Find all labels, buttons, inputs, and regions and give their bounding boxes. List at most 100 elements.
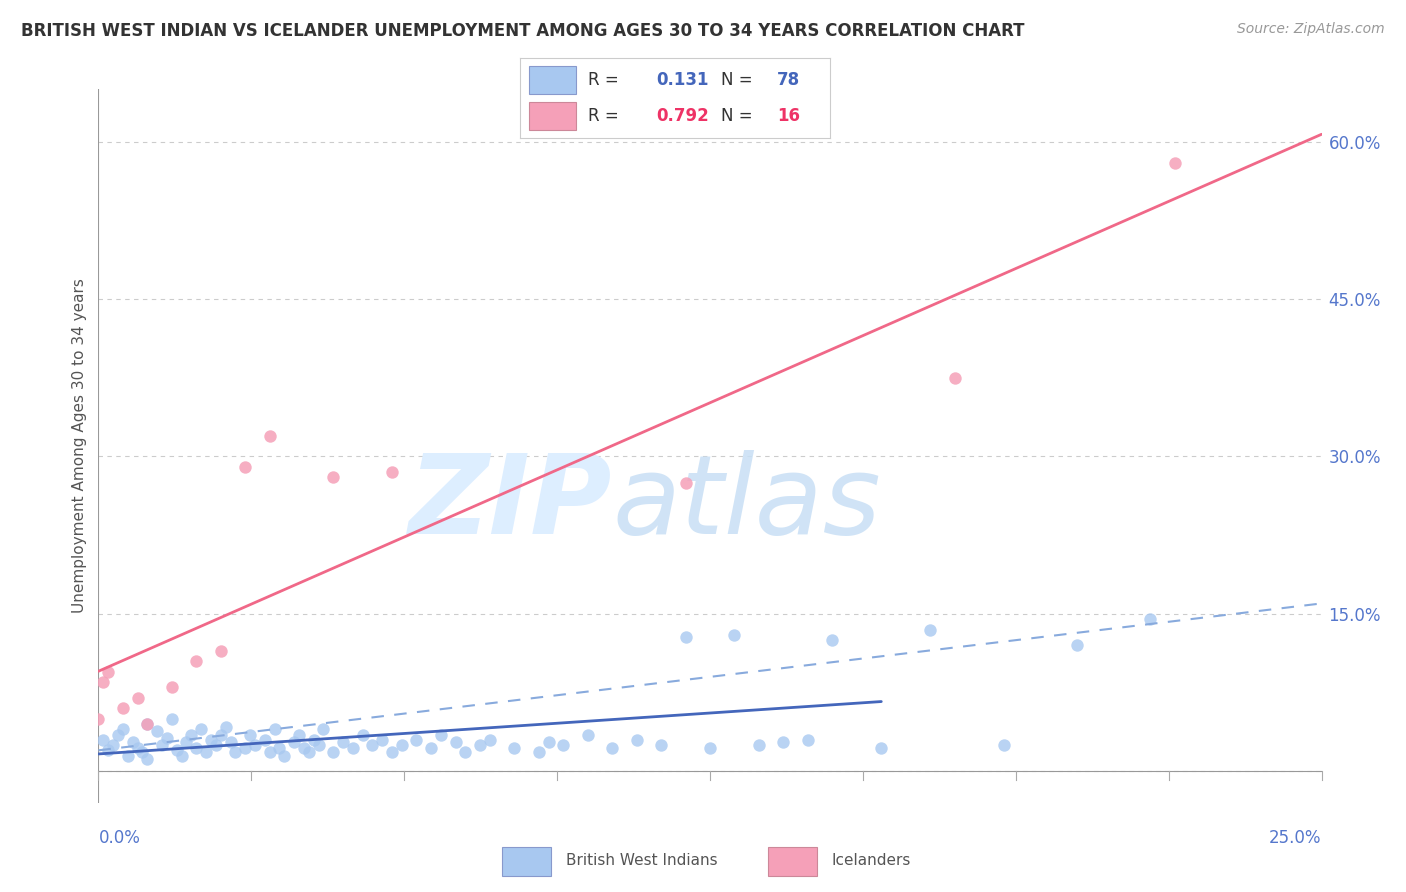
Point xyxy=(381,746,404,760)
Text: 0.0%: 0.0% xyxy=(98,829,141,847)
Point xyxy=(553,738,575,752)
Point xyxy=(233,460,256,475)
Point xyxy=(527,746,550,760)
Point xyxy=(117,748,139,763)
Point xyxy=(391,738,413,752)
Point xyxy=(136,717,159,731)
Text: BRITISH WEST INDIAN VS ICELANDER UNEMPLOYMENT AMONG AGES 30 TO 34 YEARS CORRELAT: BRITISH WEST INDIAN VS ICELANDER UNEMPLO… xyxy=(21,22,1025,40)
Point xyxy=(342,741,364,756)
Point xyxy=(160,712,183,726)
Point xyxy=(209,728,232,742)
Text: 16: 16 xyxy=(778,107,800,125)
Text: British West Indians: British West Indians xyxy=(565,854,717,868)
Point xyxy=(308,738,330,752)
Point xyxy=(97,743,120,757)
Point xyxy=(195,746,218,760)
Point xyxy=(352,728,374,742)
Point xyxy=(166,743,188,757)
Point xyxy=(136,717,159,731)
Point xyxy=(650,738,672,752)
Point xyxy=(503,741,526,756)
FancyBboxPatch shape xyxy=(530,66,576,95)
Point xyxy=(214,720,236,734)
Point xyxy=(200,732,222,747)
Point xyxy=(87,712,110,726)
Text: N =: N = xyxy=(721,107,758,125)
Point xyxy=(361,738,384,752)
Point xyxy=(772,735,794,749)
Text: ZIP: ZIP xyxy=(409,450,612,557)
Point xyxy=(600,741,623,756)
Text: 25.0%: 25.0% xyxy=(1270,829,1322,847)
Point xyxy=(111,723,134,737)
Point xyxy=(943,371,966,385)
Point xyxy=(209,643,232,657)
Point xyxy=(576,728,599,742)
Point xyxy=(224,746,246,760)
Point xyxy=(205,738,228,752)
Text: R =: R = xyxy=(588,107,624,125)
Point xyxy=(430,728,453,742)
Y-axis label: Unemployment Among Ages 30 to 34 years: Unemployment Among Ages 30 to 34 years xyxy=(72,278,87,614)
Point xyxy=(993,738,1015,752)
Point xyxy=(111,701,134,715)
Point xyxy=(675,630,697,644)
Point xyxy=(156,731,179,745)
Point xyxy=(870,741,893,756)
Point xyxy=(283,735,305,749)
Point xyxy=(91,732,114,747)
Point xyxy=(91,675,114,690)
Point xyxy=(273,748,295,763)
Point xyxy=(131,746,153,760)
Point xyxy=(723,628,745,642)
Point xyxy=(186,654,208,668)
Point xyxy=(298,746,321,760)
Point xyxy=(127,690,149,705)
Point xyxy=(468,738,491,752)
Point xyxy=(292,741,315,756)
Point xyxy=(626,732,648,747)
Text: 0.131: 0.131 xyxy=(657,71,709,89)
Point xyxy=(797,732,820,747)
FancyBboxPatch shape xyxy=(530,103,576,130)
Point xyxy=(243,738,266,752)
Point xyxy=(699,741,721,756)
Text: N =: N = xyxy=(721,71,758,89)
Point xyxy=(160,681,183,695)
Point xyxy=(253,732,276,747)
Text: Source: ZipAtlas.com: Source: ZipAtlas.com xyxy=(1237,22,1385,37)
Point xyxy=(97,665,120,679)
Point xyxy=(332,735,354,749)
Point xyxy=(322,470,344,484)
Point xyxy=(186,741,208,756)
Point xyxy=(190,723,212,737)
Text: 0.792: 0.792 xyxy=(657,107,709,125)
Point xyxy=(127,741,149,756)
Point xyxy=(219,735,242,749)
Point xyxy=(1164,155,1187,169)
Point xyxy=(269,741,291,756)
Point xyxy=(405,732,427,747)
Point xyxy=(381,465,404,479)
Point xyxy=(371,732,394,747)
Point xyxy=(454,746,477,760)
Point xyxy=(302,732,325,747)
Point xyxy=(233,741,256,756)
Point xyxy=(420,741,443,756)
Text: Icelanders: Icelanders xyxy=(831,854,911,868)
Point xyxy=(259,746,281,760)
Point xyxy=(748,738,770,752)
Text: 78: 78 xyxy=(778,71,800,89)
Point xyxy=(1139,612,1161,626)
Point xyxy=(176,735,198,749)
Point xyxy=(821,633,844,648)
Point xyxy=(150,738,173,752)
Point xyxy=(101,738,124,752)
Point xyxy=(537,735,560,749)
Point xyxy=(444,735,467,749)
Point xyxy=(107,728,129,742)
Point xyxy=(322,746,344,760)
Point xyxy=(675,475,697,490)
Text: atlas: atlas xyxy=(612,450,880,557)
Point xyxy=(259,428,281,442)
